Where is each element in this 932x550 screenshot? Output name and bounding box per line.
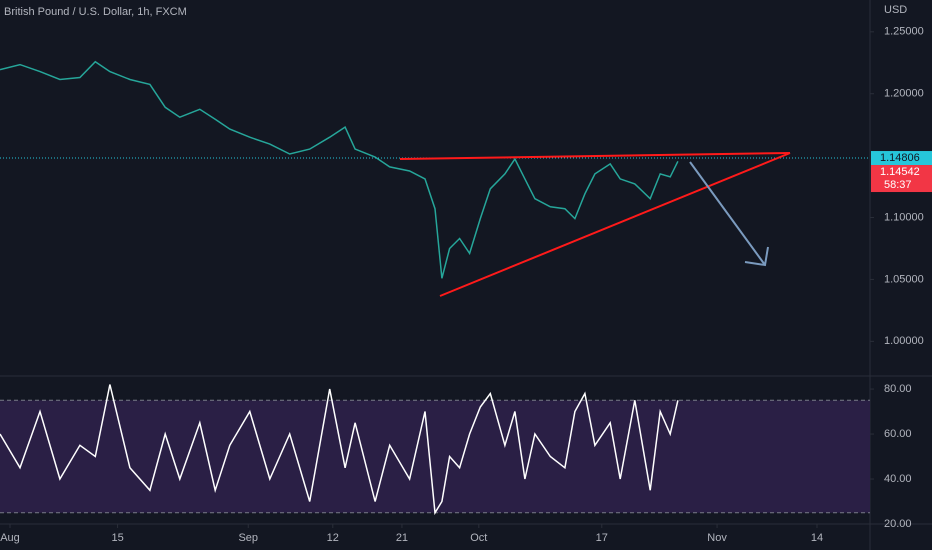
x-tick-label: 14	[811, 532, 823, 544]
y-tick-label: 1.00000	[884, 335, 924, 347]
x-tick-label: 21	[396, 532, 408, 544]
y-tick-label: 60.00	[884, 428, 912, 440]
arrow-shaft	[689, 161, 766, 266]
drawings	[399, 152, 791, 297]
price-line-tag	[871, 151, 932, 166]
x-tick-label: Oct	[470, 532, 487, 544]
y-tick-label: 1.10000	[884, 211, 924, 223]
last-price-tag	[871, 165, 932, 193]
y-tick-label: 40.00	[884, 473, 912, 485]
y-tick-label: 1.25000	[884, 26, 924, 38]
x-tick-label: Aug	[0, 532, 20, 544]
price-line-label: 1.14806	[880, 152, 920, 164]
rsi-band	[0, 400, 870, 513]
y-tick-label: 80.00	[884, 383, 912, 395]
triangle-bottom	[439, 152, 791, 297]
currency-label: USD	[884, 4, 907, 16]
x-tick-label: Nov	[707, 532, 727, 544]
triangle-top	[399, 152, 791, 160]
x-tick-label: 15	[111, 532, 123, 544]
arrow-head	[744, 246, 769, 267]
y-tick-label: 1.20000	[884, 88, 924, 100]
x-tick-label: Sep	[238, 532, 258, 544]
x-tick-label: 12	[327, 532, 339, 544]
x-tick-label: 17	[596, 532, 608, 544]
chart-title: British Pound / U.S. Dollar, 1h, FXCM	[4, 6, 187, 18]
countdown-label: 58:37	[884, 179, 912, 191]
series-line	[0, 60, 679, 279]
y-tick-label: 1.05000	[884, 273, 924, 285]
last-price-label: 1.14542	[880, 166, 920, 178]
y-tick-label: 20.00	[884, 518, 912, 530]
series-line	[0, 384, 679, 516]
